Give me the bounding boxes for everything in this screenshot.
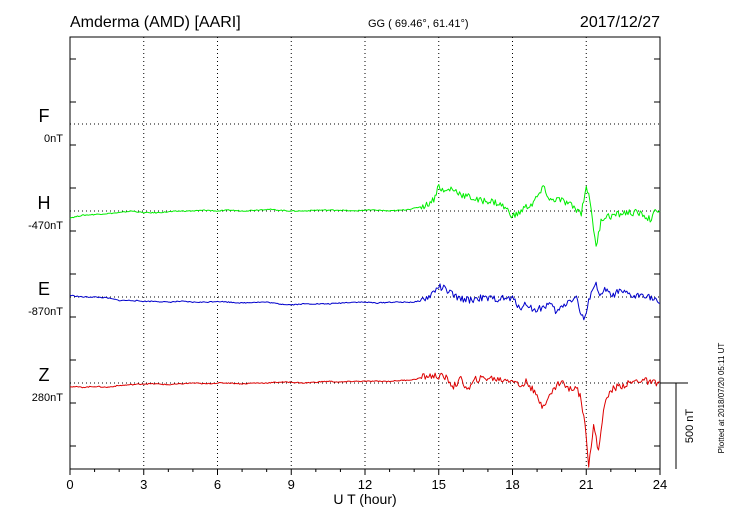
series-baseline-label-f: 0nT [44, 133, 63, 145]
series-line-e [69, 281, 661, 321]
x-axis-ticks: 0 3 6 9 12 15 18 21 24 [66, 469, 667, 492]
series-name-h: H [38, 193, 51, 213]
series-layer [69, 184, 661, 468]
series-name-z: Z [39, 365, 50, 385]
x-tick-label: 3 [140, 477, 147, 492]
x-tick-label: 6 [214, 477, 221, 492]
x-tick-label: 12 [358, 477, 372, 492]
frame-ticks [70, 58, 660, 447]
x-tick-label: 0 [66, 477, 73, 492]
series-name-e: E [38, 279, 50, 299]
plotted-at-footer: Plotted at 2018/07/20 05:11 UT [717, 343, 726, 454]
series-name-f: F [39, 106, 50, 126]
x-tick-label: 18 [505, 477, 519, 492]
scale-bar-label: 500 nT [684, 409, 696, 444]
series-line-z [70, 372, 661, 468]
x-tick-label: 21 [579, 477, 593, 492]
series-baseline-label-e: -870nT [28, 306, 63, 318]
series-baseline-label-h: -470nT [28, 220, 63, 232]
series-baseline-label-z: 280nT [32, 392, 63, 404]
grid [143, 37, 587, 469]
scale-bar: 500 nT [660, 382, 696, 469]
x-tick-label: 15 [432, 477, 446, 492]
series-labels: F 0nT H -470nT E -870nT Z 280nT [28, 106, 63, 404]
x-tick-label: 24 [653, 477, 667, 492]
chart-title: Amderma (AMD) [AARI] [70, 14, 241, 31]
geo-coordinates-label: GG ( 69.46°, 61.41°) [368, 18, 469, 30]
x-tick-label: 9 [288, 477, 295, 492]
x-axis-label: U T (hour) [333, 491, 396, 507]
chart-date: 2017/12/27 [580, 14, 660, 31]
series-line-h [69, 184, 661, 247]
